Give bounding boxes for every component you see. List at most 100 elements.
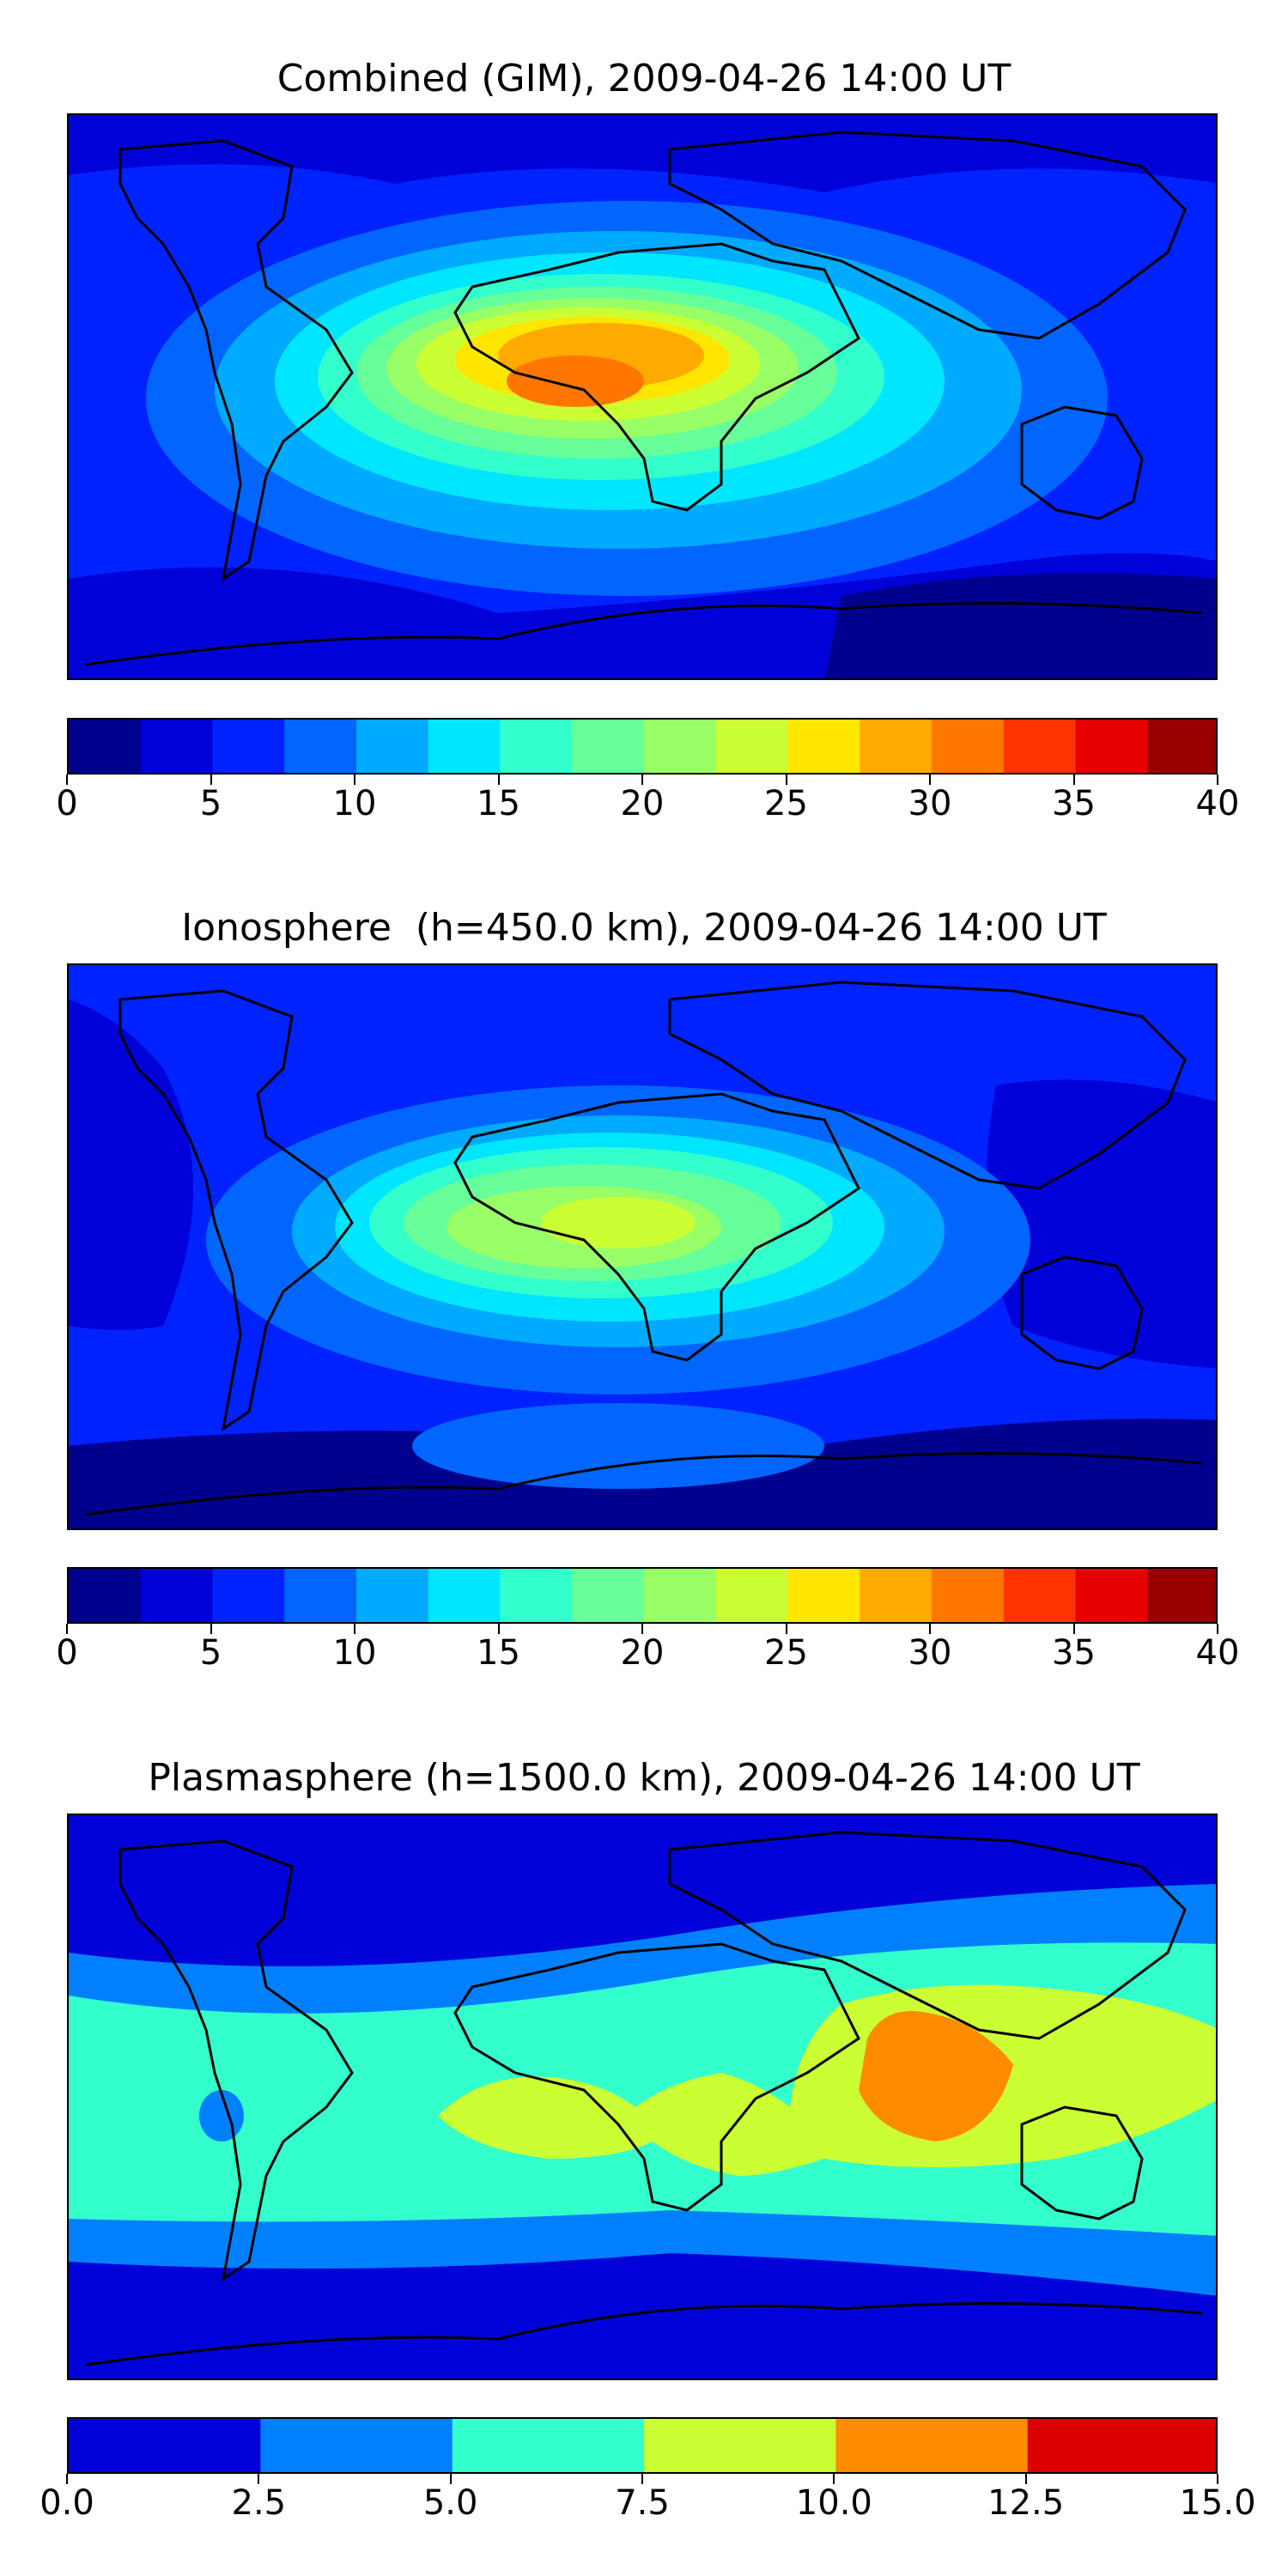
colorbar-swatch [1147, 720, 1216, 773]
contour-band-10-12.5 [859, 2011, 1013, 2142]
colorbar-tick-label: 35 [1052, 784, 1096, 823]
coastlines [85, 1831, 1203, 2366]
colorbar-tick-label: 20 [620, 784, 665, 823]
colorbar-tick [1217, 1624, 1218, 1634]
colorbar-axis: 0 5 10 15 20 25 30 35 40 [56, 1624, 1239, 1673]
colorbar-tick-label: 0.0 [39, 2483, 94, 2523]
colorbar-swatch [284, 1569, 357, 1622]
chart-title: Combined (GIM), 2009-04-26 14:00 UT [276, 57, 1012, 100]
colorbar-tick-label: 10 [332, 784, 377, 823]
colorbar-svg [69, 1569, 1216, 1622]
colorbar-swatch [500, 720, 573, 773]
colorbar-tick-label: 0 [56, 1633, 78, 1673]
colorbar-swatch [212, 720, 285, 773]
colorbar-swatch [1147, 1569, 1216, 1622]
colorbar-tick-label: 30 [908, 784, 952, 823]
colorbar-swatch [212, 1569, 285, 1622]
colorbar-tick [641, 775, 643, 785]
colorbar-swatch [284, 720, 357, 773]
colorbar-swatch [356, 1569, 429, 1622]
colorbar-swatch [140, 720, 213, 773]
colorbar-plasmasphere [67, 2417, 1218, 2474]
colorbar-tick-label: 0 [56, 784, 78, 823]
colorbar-tick [641, 1624, 643, 1634]
colorbar-ionosphere [67, 1567, 1218, 1624]
colorbar-swatch [452, 2419, 645, 2472]
colorbar-swatch [69, 2419, 261, 2472]
contour-band-2.5-5 [69, 115, 1216, 192]
contour-band-7.5-10 [412, 1403, 824, 1489]
coastlines [85, 981, 1203, 1516]
colorbar-combined [67, 718, 1218, 775]
colorbar-tick-label: 20 [620, 1633, 665, 1673]
colorbar-swatch [140, 1569, 213, 1622]
colorbar-swatch [860, 1569, 933, 1622]
colorbar-tick [929, 1624, 931, 1634]
colorbar-swatch [1075, 720, 1148, 773]
colorbar-tick [497, 1624, 500, 1634]
contour-band-2.5-5 [69, 999, 193, 1330]
colorbar-tick [1024, 2474, 1027, 2484]
colorbar-swatch [932, 1569, 1005, 1622]
colorbar-axis: 0.0 2.5 5.0 7.5 10.0 12.5 15.0 [39, 2474, 1256, 2523]
contour-band-22.5-25 [541, 1197, 696, 1249]
colorbar-swatch [1003, 1569, 1076, 1622]
colorbar-tick-label: 2.5 [231, 2483, 287, 2523]
colorbar-tick [210, 775, 212, 785]
colorbar-tick [833, 2474, 835, 2484]
colorbar-tick [497, 775, 500, 785]
colorbar-svg [69, 720, 1216, 773]
heatmap-svg [69, 965, 1216, 1528]
tec-map-ionosphere [67, 963, 1218, 1530]
colorbar-swatch [835, 2419, 1029, 2472]
colorbar-swatch [428, 1569, 501, 1622]
coastlines [85, 131, 1203, 666]
contour-band-30-32.5 [507, 355, 644, 407]
colorbar-tick [1217, 775, 1218, 785]
colorbar-svg [69, 2419, 1216, 2472]
colorbar-tick-label: 15 [477, 1633, 520, 1673]
colorbar-tick-label: 12.5 [987, 2483, 1065, 2523]
colorbar-tick-label: 35 [1052, 1633, 1096, 1673]
colorbar-tick [929, 775, 931, 785]
colorbar-tick-label: 25 [764, 784, 808, 823]
colorbar-tick-label: 15.0 [1179, 2483, 1256, 2523]
colorbar-tick-label: 15 [477, 784, 520, 823]
colorbar-tick [66, 1624, 68, 1634]
colorbar-tick-label: 40 [1195, 1633, 1240, 1673]
colorbar-swatch [572, 1569, 645, 1622]
colorbar-swatch [428, 720, 501, 773]
colorbar-swatch [1003, 720, 1076, 773]
colorbar-tick-label: 5 [199, 1633, 222, 1673]
colorbar-swatch [644, 720, 717, 773]
colorbar-swatch [69, 720, 142, 773]
contour-band-0-2.5 [824, 573, 1216, 678]
colorbar-tick [66, 2474, 68, 2484]
chart-title: Ionosphere (h=450.0 km), 2009-04-26 14:0… [181, 906, 1107, 950]
tec-map-plasmasphere [67, 1814, 1218, 2380]
colorbar-swatch [69, 1569, 142, 1622]
heatmap-svg [69, 1815, 1216, 2379]
colorbar-tick [354, 1624, 355, 1634]
colorbar-swatch [1027, 2419, 1216, 2472]
colorbar-swatch [644, 1569, 717, 1622]
colorbar-tick [258, 2474, 260, 2484]
colorbar-tick-label: 40 [1195, 784, 1240, 823]
chart-title: Plasmasphere (h=1500.0 km), 2009-04-26 1… [148, 1756, 1140, 1800]
colorbar-tick [210, 1624, 212, 1634]
colorbar-tick [1217, 2474, 1218, 2484]
colorbar-tick-label: 7.5 [615, 2483, 670, 2523]
colorbar-swatch [572, 720, 645, 773]
contour-band-2.5-5 [986, 1079, 1216, 1369]
colorbar-swatch [860, 720, 933, 773]
colorbar-swatch [715, 720, 788, 773]
colorbar-tick [449, 2474, 452, 2484]
colorbar-swatch [787, 720, 860, 773]
heatmap-svg [69, 115, 1216, 678]
colorbar-swatch [260, 2419, 453, 2472]
colorbar-swatch [715, 1569, 788, 1622]
colorbar-tick [1072, 1624, 1075, 1634]
colorbar-tick [785, 1624, 787, 1634]
colorbar-tick [641, 2474, 643, 2484]
colorbar-tick-label: 25 [764, 1633, 808, 1673]
